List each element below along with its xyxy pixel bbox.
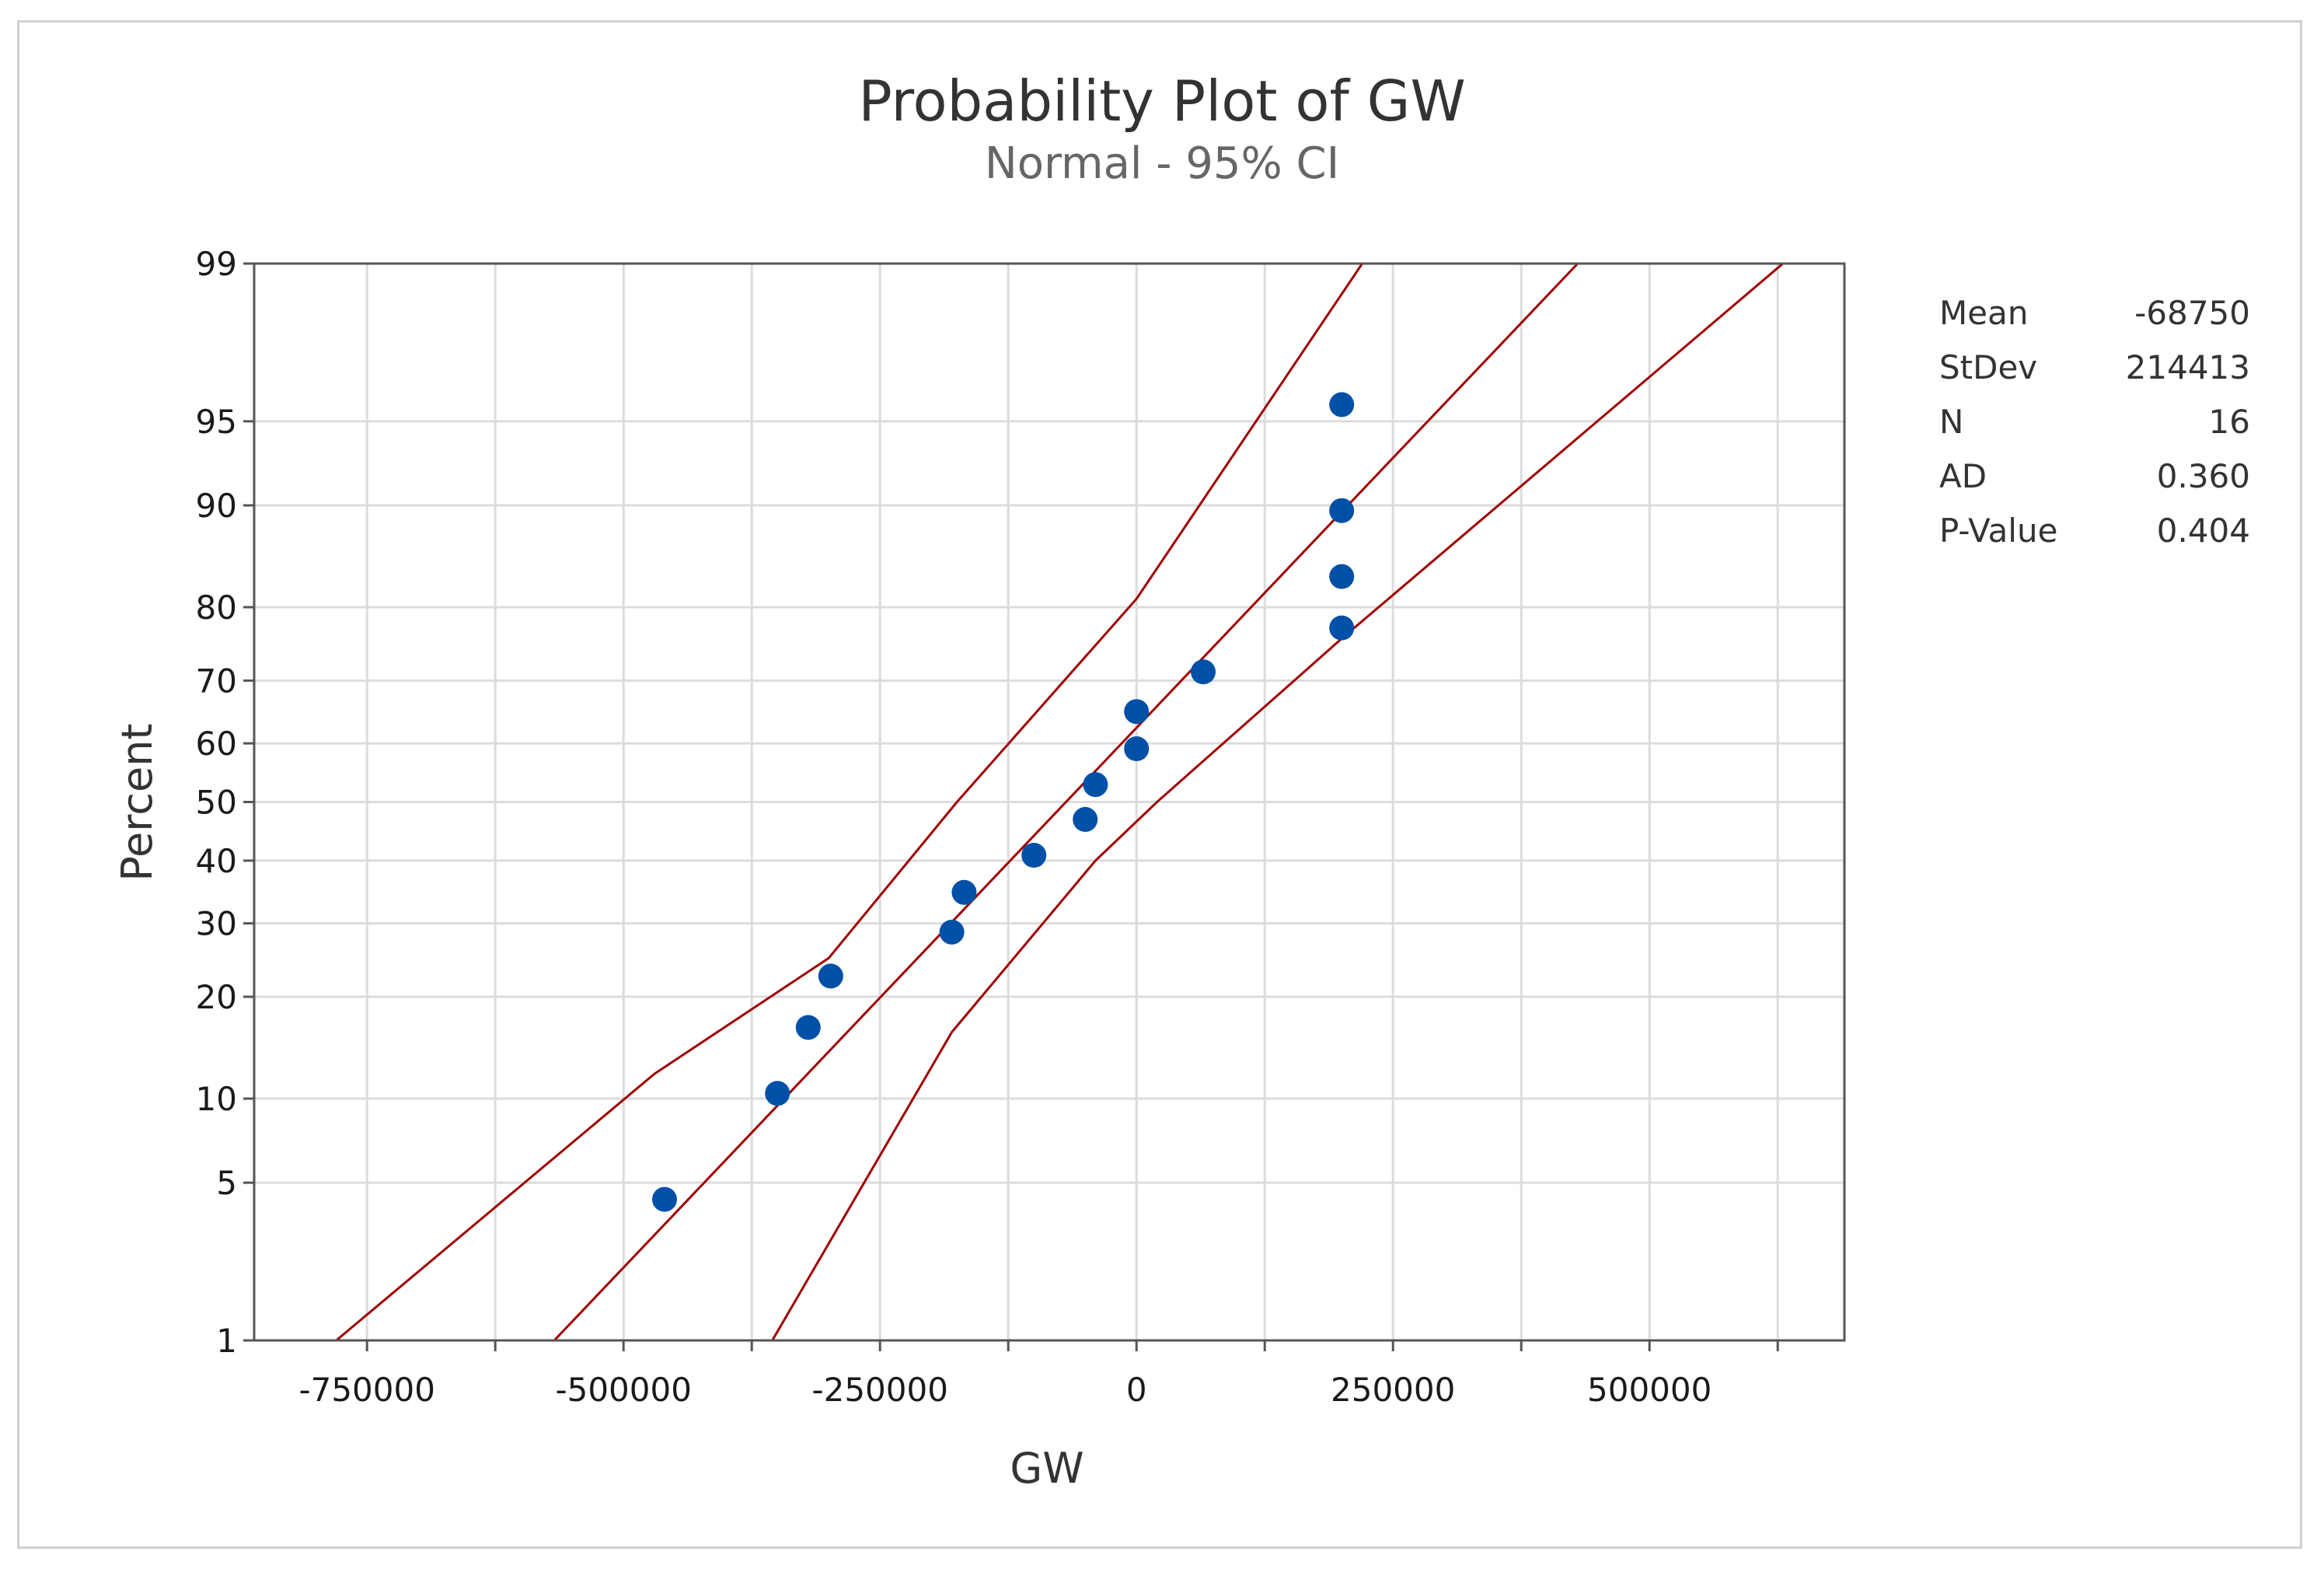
x-tick-label: -750000 (298, 1371, 435, 1409)
data-point (652, 1186, 677, 1212)
stat-label: P-Value (1939, 512, 2057, 550)
y-tick-label: 99 (196, 245, 237, 283)
confidence-interval-lines (335, 264, 1784, 1340)
data-point (1021, 843, 1047, 868)
y-tick-label: 10 (196, 1080, 237, 1118)
data-point (1329, 498, 1355, 523)
x-tick-label: -250000 (811, 1371, 948, 1409)
data-point (1329, 564, 1355, 589)
stat-label: N (1939, 403, 1963, 441)
fitted-line (553, 264, 1579, 1340)
x-tick-label: 500000 (1587, 1371, 1712, 1409)
x-axis-ticks: -750000 -500000 -250000 0 250000 500000 (298, 1340, 1779, 1409)
y-tick-label: 90 (196, 487, 237, 525)
data-point (1083, 772, 1108, 798)
chart-frame: Probability Plot of GW Normal - 95% CI 1… (17, 20, 2302, 1549)
ci-lower-bound-line (335, 264, 1363, 1340)
x-tick-label: 250000 (1331, 1371, 1455, 1409)
y-tick-label: 20 (196, 978, 237, 1016)
data-point (1073, 806, 1098, 832)
grid (254, 264, 1844, 1340)
stat-value: -68750 (2134, 294, 2250, 332)
y-tick-label: 60 (196, 725, 237, 763)
data-point (1124, 699, 1150, 725)
y-tick-label: 50 (196, 784, 237, 822)
y-tick-label: 1 (216, 1322, 237, 1360)
data-point (1329, 615, 1355, 641)
y-axis-label: Percent (113, 723, 162, 881)
stat-label: Mean (1939, 294, 2028, 332)
data-point (795, 1015, 821, 1040)
y-axis-ticks: 1 5 10 20 30 40 50 60 70 80 90 95 99 (196, 245, 254, 1360)
data-points (652, 392, 1355, 1212)
x-tick-label: 0 (1126, 1371, 1147, 1409)
data-point (1329, 392, 1355, 418)
x-axis-label: GW (1010, 1444, 1083, 1493)
summary-statistics: Mean -68750 StDev 214413 N 16 AD 0.360 P-Value 0.… (1939, 294, 2250, 550)
y-tick-label: 5 (216, 1164, 237, 1202)
data-point (1191, 659, 1216, 685)
data-point (818, 963, 843, 989)
x-tick-label: -500000 (555, 1371, 692, 1409)
data-point (951, 879, 977, 905)
stat-value: 16 (2209, 403, 2250, 441)
data-point (765, 1081, 790, 1106)
data-point (939, 919, 965, 945)
stat-value: 0.360 (2157, 457, 2250, 495)
stat-label: StDev (1939, 348, 2037, 386)
y-tick-label: 30 (196, 905, 237, 943)
stat-value: 214413 (2126, 348, 2250, 386)
chart-title: Probability Plot of GW (858, 68, 1465, 134)
stat-value: 0.404 (2157, 512, 2250, 550)
chart-subtitle: Normal - 95% CI (985, 138, 1339, 189)
data-point (1124, 736, 1150, 761)
probability-plot: Probability Plot of GW Normal - 95% CI 1… (113, 68, 2250, 1493)
ci-upper-bound-line (771, 264, 1784, 1340)
y-tick-label: 40 (196, 842, 237, 880)
y-tick-label: 70 (196, 662, 237, 700)
y-tick-label: 80 (196, 589, 237, 627)
stat-label: AD (1939, 457, 1987, 495)
y-tick-label: 95 (196, 403, 237, 441)
